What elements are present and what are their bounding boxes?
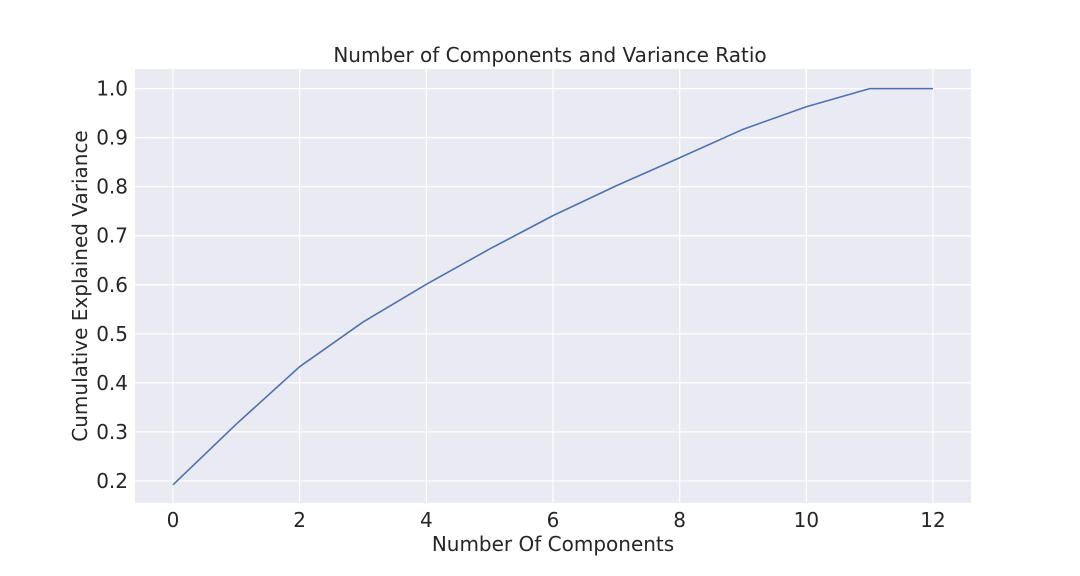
x-tick-label: 2	[293, 508, 306, 532]
y-tick-label: 0.2	[96, 469, 128, 493]
series-line	[172, 87, 933, 486]
y-tick-label: 0.7	[96, 224, 128, 248]
series-group	[172, 87, 933, 486]
y-tick-label: 0.4	[96, 371, 128, 395]
x-tick-label: 10	[794, 508, 819, 532]
y-tick-label: 1.0	[96, 77, 128, 101]
x-tick-label: 12	[920, 508, 945, 532]
x-tick-label: 4	[420, 508, 433, 532]
x-tick-label: 6	[547, 508, 560, 532]
x-tick-labels: 0 2 4 6 8 10 12	[167, 508, 946, 532]
y-tick-label: 0.9	[96, 126, 128, 150]
x-tick-label: 8	[673, 508, 686, 532]
y-tick-labels: 0.2 0.3 0.4 0.5 0.6 0.7 0.8 0.9 1.0	[96, 77, 128, 493]
y-tick-label: 0.5	[96, 322, 128, 346]
y-tick-label: 0.3	[96, 420, 128, 444]
x-axis-label: Number Of Components	[432, 532, 674, 556]
x-tick-label: 0	[167, 508, 180, 532]
y-tick-label: 0.6	[96, 273, 128, 297]
chart-title: Number of Components and Variance Ratio	[333, 43, 766, 67]
y-tick-label: 0.8	[96, 175, 128, 199]
grid	[135, 69, 971, 503]
y-axis-label: Cumulative Explained Variance	[68, 130, 92, 441]
